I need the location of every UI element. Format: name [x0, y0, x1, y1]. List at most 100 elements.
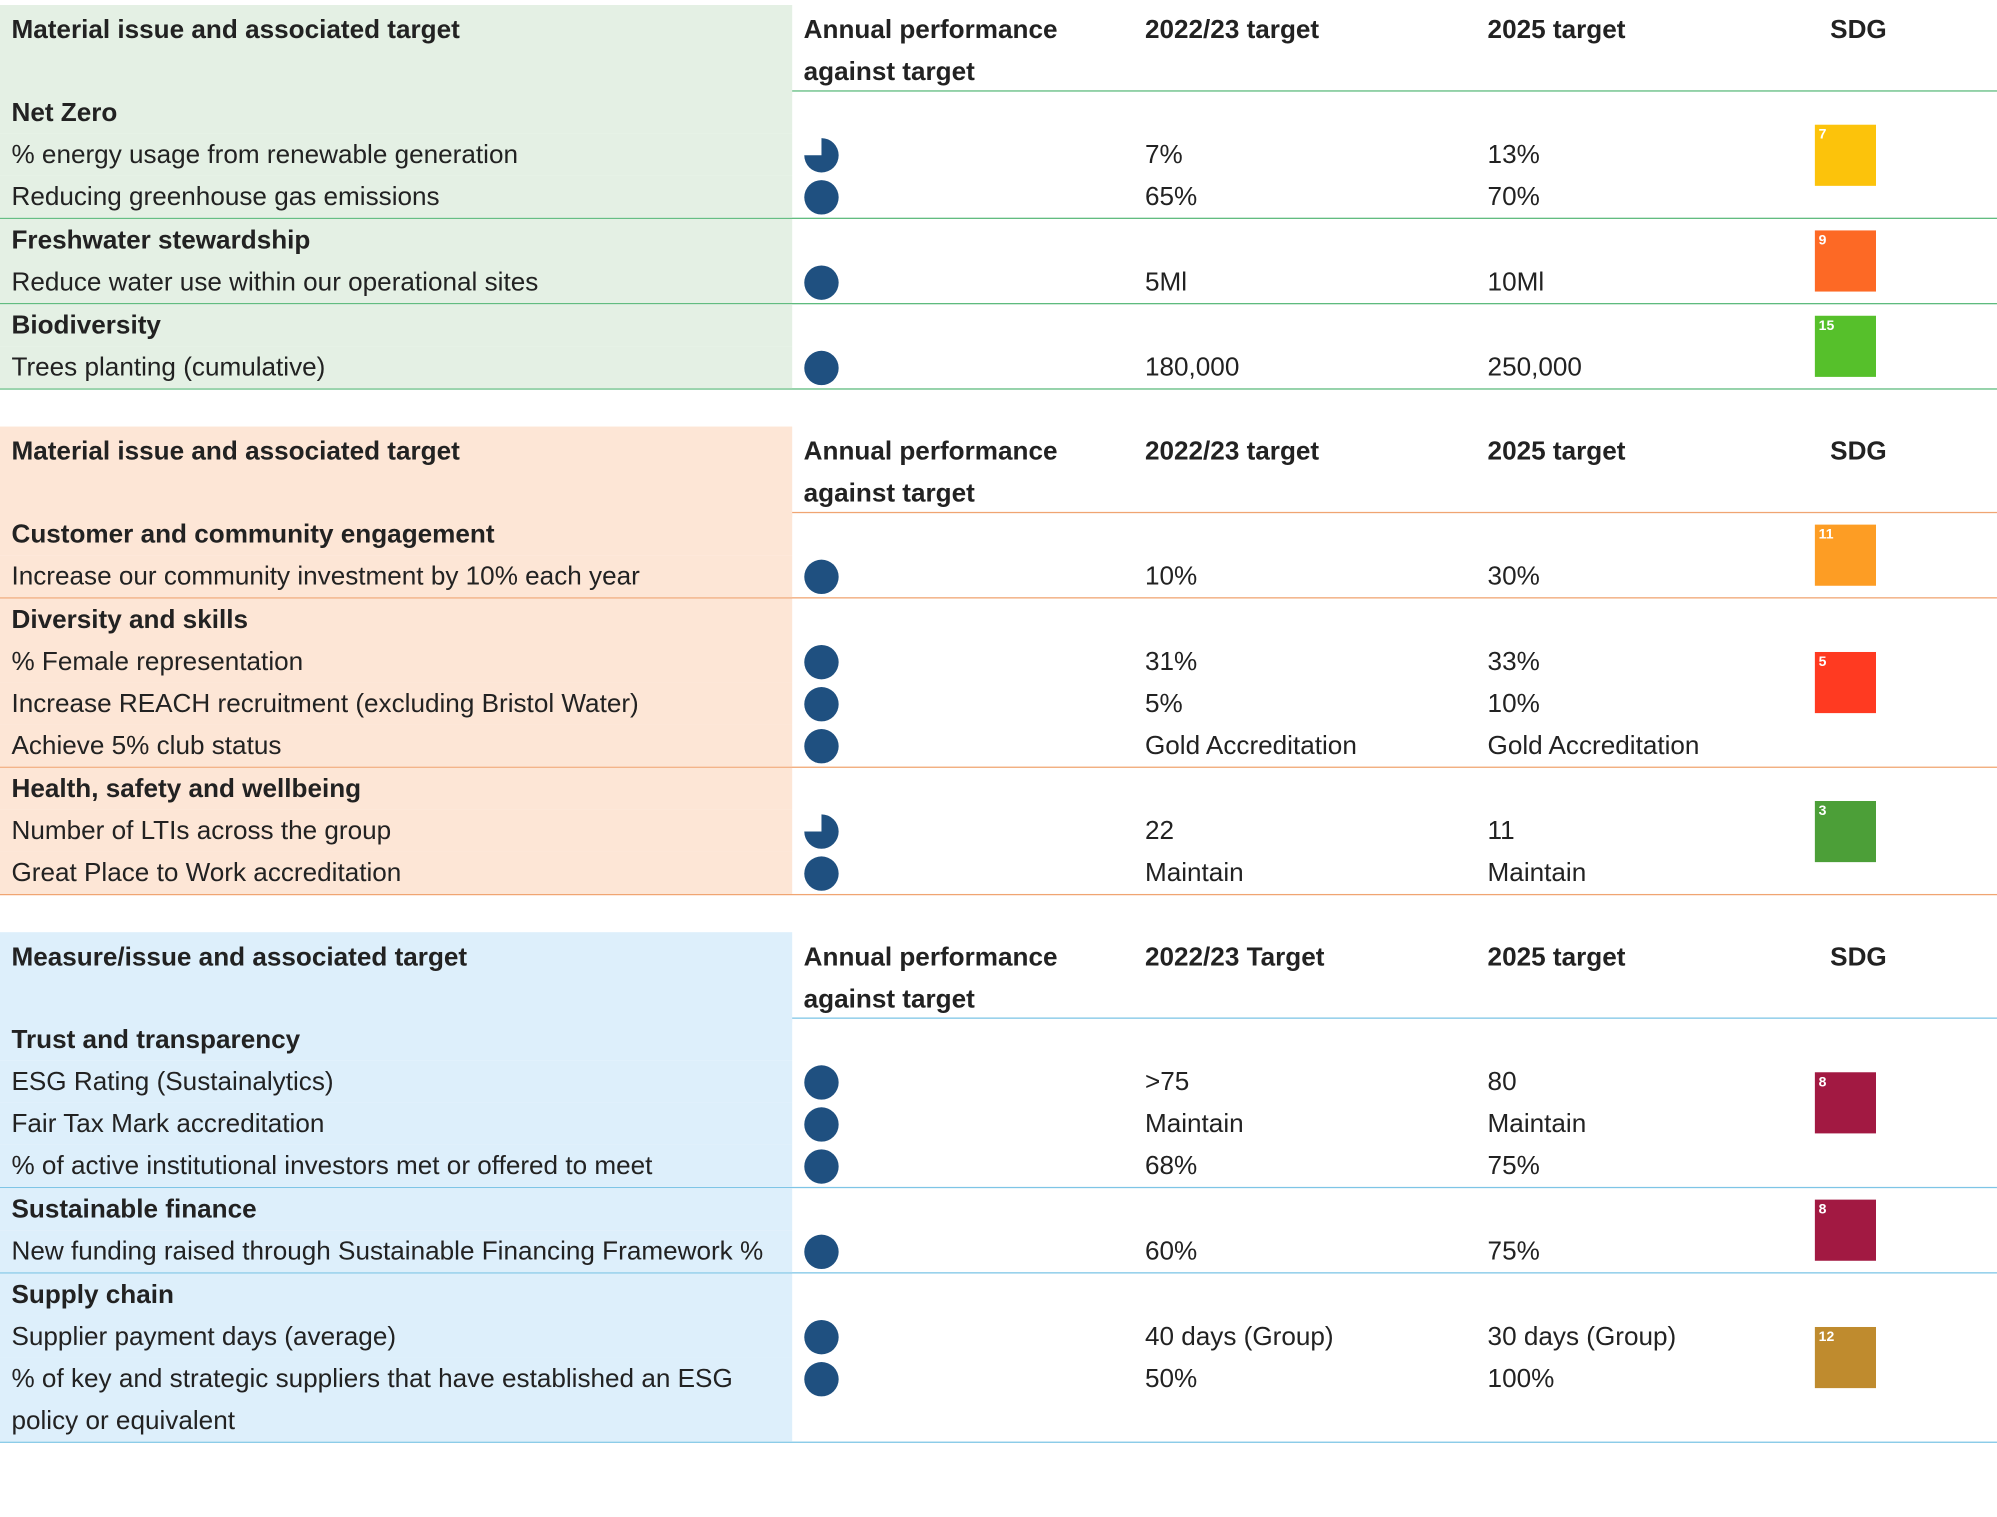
group-title: Net Zero [0, 91, 793, 134]
sdg-cell: 8 [1814, 1188, 1997, 1272]
target-2025: 100% [1487, 1363, 1555, 1394]
target-2223: Maintain [1144, 1109, 1244, 1139]
performance-cell [792, 725, 1133, 767]
group: Biodiversity 15 Trees planting (cumulative… [0, 304, 1997, 390]
header-cell: 2025 target [1487, 436, 1626, 467]
performance-shape [804, 686, 839, 721]
target-2025: 70% [1487, 182, 1540, 212]
group-title: Supply chain [0, 1273, 793, 1316]
report: Material issue and associated target Annu… [0, 5, 1997, 1517]
performance-cell [792, 852, 1133, 894]
group-title: Diversity and skills [0, 598, 793, 641]
sdg-cell: 5 [1814, 598, 1997, 766]
performance-icon [804, 179, 839, 214]
header-cell: SDG [1830, 15, 1887, 45]
target-2223: 22 [1144, 816, 1175, 846]
header-cell: 2025 target [1487, 15, 1626, 45]
target-2025: 33% [1487, 646, 1540, 677]
row-label: Great Place to Work accreditation [0, 851, 793, 894]
sdg-icon: 15 [1814, 315, 1876, 377]
sdg-icon: 12 [1814, 1326, 1876, 1389]
row-label: Fair Tax Mark accreditation [0, 1102, 793, 1145]
target-2223: 5Ml [1144, 267, 1188, 297]
target-2223: 68% [1144, 1151, 1198, 1181]
header-row: Material issue and associated target Annu… [0, 5, 1997, 96]
header-cell: Annual performance against target [803, 15, 1058, 87]
row-label: New funding raised through Sustainable F… [0, 1230, 793, 1273]
performance-icon [804, 1064, 839, 1100]
header-row: Material issue and associated target Annu… [0, 426, 1997, 517]
table: Material issue and associated target Annu… [0, 5, 1997, 390]
target-2025: 80 [1487, 1067, 1517, 1097]
sdg-cell: 15 [1814, 304, 1997, 388]
target-2025: 13% [1487, 140, 1540, 170]
performance-cell [792, 346, 1133, 388]
sdg-cell: 7 [1814, 92, 1997, 218]
target-2025: 75% [1487, 1151, 1540, 1181]
performance-icon [804, 1234, 839, 1269]
row-label: ESG Rating (Sustainalytics) [0, 1060, 793, 1103]
header-cell: Measure/issue and associated target [0, 932, 793, 1023]
performance-shape [804, 644, 839, 679]
sdg-icon: 7 [1814, 124, 1876, 186]
performance-icon [804, 1319, 839, 1354]
group: Trust and transparency 8 ESG Rating (Susta… [0, 1018, 1997, 1189]
performance-icon [804, 1148, 839, 1184]
group: Supply chain 12 Supplier payment days (ave… [0, 1273, 1997, 1443]
group-title: Biodiversity [0, 304, 793, 347]
target-2223: Gold Accreditation [1144, 730, 1357, 761]
performance-shape [804, 264, 839, 300]
performance-icon [804, 813, 839, 849]
group-title: Sustainable finance [0, 1188, 793, 1231]
performance-icon [804, 559, 839, 594]
header-cell: 2022/23 Target [1144, 942, 1325, 972]
performance-icon [804, 855, 839, 891]
target-2025: 11 [1487, 816, 1515, 846]
performance-shape [804, 1319, 839, 1354]
sdg-icon: 8 [1814, 1072, 1876, 1134]
performance-shape [804, 1234, 839, 1269]
header-cell: Annual performance against target [803, 942, 1058, 1014]
performance-shape [804, 855, 839, 891]
target-2025: Maintain [1487, 1109, 1587, 1139]
performance-cell [792, 134, 1133, 176]
header-cell: 2022/23 target [1144, 15, 1320, 45]
target-2025: 30% [1487, 561, 1540, 591]
group: Customer and community engagement 11 Incre… [0, 513, 1997, 599]
group-title: Freshwater stewardship [0, 218, 793, 261]
performance-cell [792, 810, 1133, 852]
performance-shape [804, 1106, 839, 1142]
target-2223: Maintain [1144, 858, 1244, 888]
group: Diversity and skills 5 % Female representa… [0, 598, 1997, 768]
performance-icon [804, 686, 839, 721]
row-label: % of key and strategic suppliers that ha… [0, 1357, 793, 1442]
header-cell: Annual performance against target [803, 436, 1058, 509]
header-row: Measure/issue and associated target Annua… [0, 932, 1997, 1023]
target-2025: 30 days (Group) [1487, 1321, 1677, 1352]
performance-cell [792, 176, 1133, 218]
performance-icon [804, 1106, 839, 1142]
performance-cell [792, 1358, 1133, 1400]
performance-icon [804, 644, 839, 679]
target-2025: 250,000 [1487, 352, 1582, 382]
group-title: Customer and community engagement [0, 513, 793, 556]
performance-cell [792, 1061, 1133, 1103]
performance-shape [804, 350, 839, 385]
table: Measure/issue and associated target Annua… [0, 932, 1997, 1443]
sdg-icon: 9 [1814, 230, 1876, 292]
performance-cell [792, 1145, 1133, 1187]
performance-shape [804, 559, 839, 594]
header-cell: 2025 target [1487, 942, 1626, 972]
performance-cell [792, 261, 1133, 303]
group-title: Trust and transparency [0, 1018, 793, 1061]
sdg-icon: 11 [1814, 524, 1876, 586]
header-cell: SDG [1830, 436, 1887, 467]
group: Net Zero 7 % energy usage from renewable g… [0, 91, 1997, 219]
sdg-cell: 3 [1814, 768, 1997, 894]
row-label: % energy usage from renewable generation [0, 133, 793, 176]
performance-shape [804, 179, 839, 214]
performance-cell [792, 641, 1133, 683]
target-2223: 180,000 [1144, 352, 1240, 382]
performance-shape [804, 728, 839, 763]
target-2223: 10% [1144, 561, 1198, 591]
